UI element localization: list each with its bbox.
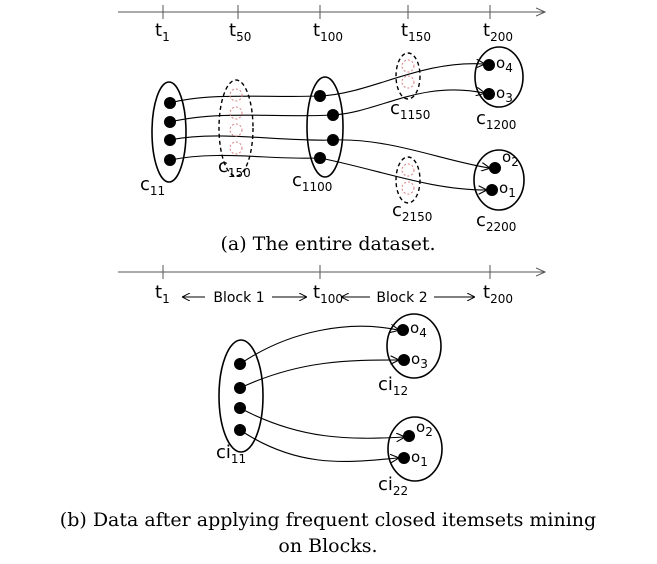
object-label: o3 [496, 84, 513, 105]
cluster-label: c2200 [476, 210, 516, 234]
cluster-shape [218, 339, 264, 453]
points [234, 324, 415, 464]
time-label: t50 [229, 20, 251, 44]
object-label: o1 [499, 179, 516, 200]
cluster-shape [474, 46, 524, 108]
time-label: t100 [313, 282, 343, 306]
block-label: Block 2 [376, 290, 427, 306]
object-label: o1 [411, 448, 428, 469]
cluster-label: c1100 [292, 170, 332, 194]
block-label: Block 1 [213, 290, 264, 306]
points [164, 59, 501, 196]
ticks [162, 265, 491, 279]
ghost-points [229, 59, 415, 195]
cluster-shape [306, 76, 344, 178]
time-label: t100 [313, 20, 343, 44]
cluster-shape [395, 52, 421, 100]
caption: on Blocks. [278, 535, 377, 557]
object-label: o3 [411, 350, 428, 371]
cluster-label: c2150 [392, 200, 432, 224]
cluster-shape [473, 149, 525, 211]
object-label: o4 [410, 319, 427, 340]
cluster-label: ci11 [216, 442, 246, 466]
time-label: t200 [483, 282, 513, 306]
caption: (b) Data after applying frequent closed … [60, 509, 596, 531]
cluster-label: c1200 [476, 108, 516, 132]
time-label: t1 [155, 282, 170, 306]
cluster-shape [151, 81, 187, 183]
object-label: o4 [496, 54, 513, 75]
cluster-shape [395, 156, 421, 204]
panel-a: t1 t50 t100 t150 t200 c11 c150 c1100 [118, 5, 545, 255]
cluster-label: c1150 [390, 98, 430, 122]
ticks [162, 5, 491, 19]
time-label: t1 [155, 20, 170, 44]
cluster-label: c11 [140, 174, 165, 198]
object-label: o2 [502, 148, 519, 169]
cluster-label: ci22 [378, 474, 408, 498]
cluster-shape [218, 79, 254, 177]
caption: (a) The entire dataset. [220, 233, 435, 255]
time-label: t200 [483, 20, 513, 44]
cluster-shape [387, 416, 443, 482]
cluster-label: c150 [218, 156, 251, 180]
cluster-shape [386, 313, 442, 379]
panel-b: t1 t100 t200 Block 1 Block 2 ci11 ci12 c… [60, 265, 596, 557]
cluster-label: ci12 [378, 374, 408, 398]
object-label: o2 [416, 418, 433, 439]
time-label: t150 [401, 20, 431, 44]
